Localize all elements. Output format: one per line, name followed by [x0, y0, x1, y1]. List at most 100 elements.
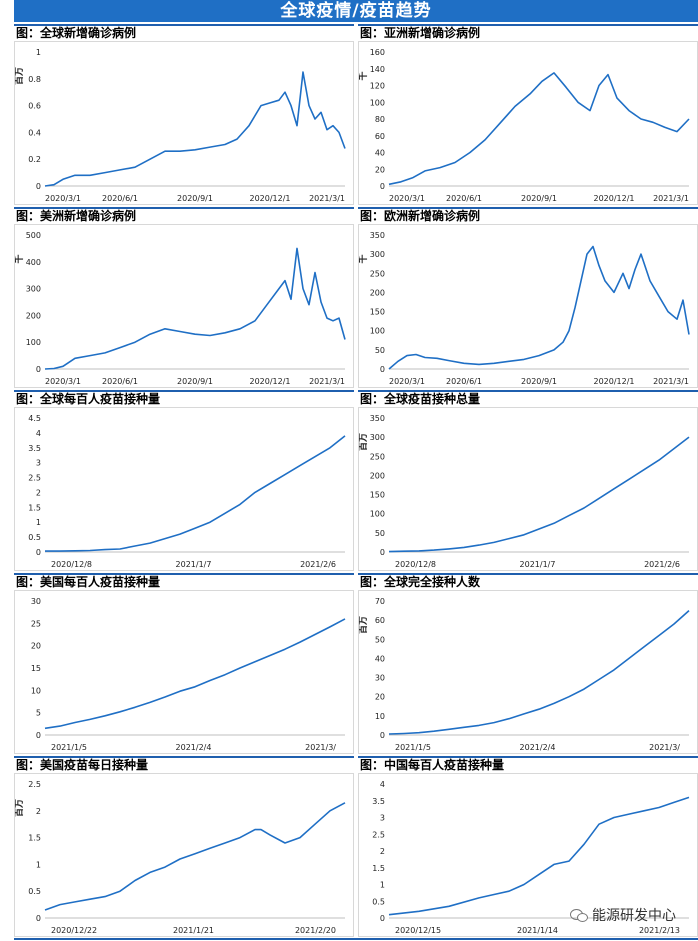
x-tick-label: 2020/12/15 — [395, 926, 441, 935]
y-tick-label: 4 — [380, 780, 385, 789]
y-tick-label: 300 — [26, 285, 41, 294]
y-tick-label: 0.5 — [372, 897, 385, 906]
y-tick-label: 250 — [370, 452, 385, 461]
y-tick-label: 80 — [375, 115, 385, 124]
y-tick-label: 0 — [36, 914, 41, 923]
y-tick-label: 0 — [380, 731, 385, 740]
x-tick-label: 2020/12/1 — [249, 377, 290, 386]
line-chart: 0 50 100 150 200 250 300 350 2020/3/1 2020/6/1 202… — [359, 231, 690, 386]
y-tick-label: 150 — [370, 308, 385, 317]
y-tick-label: 3.5 — [28, 444, 41, 453]
y-tick-label: 0 — [380, 914, 385, 923]
x-tick-label: 2021/3/1 — [309, 377, 345, 386]
watermark: 能源研发中心 — [570, 905, 676, 925]
chart-frame: 0 0.5 1 1.5 2 2.5 2020/12/22 2021/1/21 2021/2/20… — [14, 773, 354, 937]
chart-title: 图：中国每百人疫苗接种量 — [360, 758, 505, 772]
x-tick-label: 2021/1/5 — [395, 743, 431, 752]
x-tick-label: 2021/2/6 — [300, 560, 336, 569]
y-tick-label: 1 — [36, 48, 41, 57]
x-tick-label: 2020/3/1 — [45, 377, 81, 386]
chart-panel: 图：美国每百人疫苗接种量 0 5 10 15 20 25 30 2021/1/5 2021/2/4… — [14, 573, 354, 754]
y-tick-label: 3 — [380, 814, 385, 823]
chart-title: 图：全球每百人疫苗接种量 — [16, 392, 161, 406]
chart-title: 图：欧洲新增确诊病例 — [360, 209, 481, 223]
x-tick-label: 2020/9/1 — [521, 377, 557, 386]
y-tick-label: 200 — [370, 471, 385, 480]
y-tick-label: 4.5 — [28, 414, 41, 423]
chart-frame: 0 10 20 30 40 50 60 70 2021/1/5 2021/2/4 2021/3/百万 — [358, 590, 698, 754]
y-tick-label: 0.2 — [28, 155, 41, 164]
chart-panel: 图：全球新增确诊病例 0 0.2 0.4 0.6 0.8 1 2020/3/1 2020/6/1… — [14, 24, 354, 205]
y-tick-label: 0 — [36, 548, 41, 557]
y-tick-label: 2.5 — [28, 780, 41, 789]
page-banner-title: 全球疫情/疫苗趋势 — [14, 0, 698, 22]
y-tick-label: 0 — [380, 548, 385, 557]
y-tick-label: 4 — [36, 429, 41, 438]
series-line — [388, 245, 690, 370]
y-tick-label: 0.6 — [28, 102, 41, 111]
y-tick-label: 50 — [375, 346, 385, 355]
x-tick-label: 2021/3/ — [649, 743, 680, 752]
x-tick-label: 2020/12/1 — [249, 194, 290, 203]
y-tick-label: 300 — [370, 433, 385, 442]
line-chart: 0 0.5 1 1.5 2 2.5 3 3.5 4 2020/12/15 2021/1/14 2021… — [372, 780, 690, 935]
x-tick-label: 2021/2/6 — [644, 560, 680, 569]
y-tick-label: 3 — [36, 459, 41, 468]
x-tick-label: 2020/12/8 — [51, 560, 92, 569]
chart-frame: 0 100 200 300 400 500 2020/3/1 2020/6/1 2020/9/1… — [14, 224, 354, 388]
chart-title: 图：全球疫苗接种总量 — [360, 392, 481, 406]
y-tick-label: 0.8 — [28, 75, 41, 84]
x-tick-label: 2020/12/8 — [395, 560, 436, 569]
x-tick-label: 2021/3/1 — [309, 194, 345, 203]
y-tick-label: 1 — [36, 518, 41, 527]
y-tick-label: 25 — [31, 619, 41, 628]
x-tick-label: 2021/2/4 — [176, 743, 212, 752]
y-tick-label: 30 — [31, 597, 41, 606]
y-tick-label: 2 — [36, 807, 41, 816]
x-tick-label: 2021/1/14 — [517, 926, 558, 935]
series-line — [44, 802, 346, 911]
x-tick-label: 2021/2/4 — [520, 743, 556, 752]
chart-title: 图：美洲新增确诊病例 — [16, 209, 137, 223]
y-tick-label: 5 — [36, 709, 41, 718]
chart-title: 图：全球完全接种人数 — [360, 575, 481, 589]
chart-title: 图：美国每百人疫苗接种量 — [16, 575, 161, 589]
chart-title: 图：全球新增确诊病例 — [16, 26, 137, 40]
y-tick-label: 1.5 — [28, 834, 41, 843]
y-tick-label: 300 — [370, 250, 385, 259]
wechat-icon — [570, 908, 588, 922]
x-tick-label: 2021/3/1 — [653, 194, 689, 203]
line-chart: 0 0.5 1 1.5 2 2.5 2020/12/22 2021/1/21 2021/2/20… — [15, 780, 346, 935]
y-tick-label: 350 — [370, 231, 385, 240]
y-tick-label: 50 — [375, 529, 385, 538]
x-tick-label: 2021/2/20 — [295, 926, 336, 935]
y-tick-label: 30 — [375, 674, 385, 683]
y-axis-label: 百万 — [359, 433, 369, 451]
y-tick-label: 500 — [26, 231, 41, 240]
series-line — [388, 610, 690, 735]
chart-panel: 图：美国疫苗每日接种量 0 0.5 1 1.5 2 2.5 2020/12/22 2021/1/… — [14, 756, 354, 937]
x-tick-label: 2020/3/1 — [389, 377, 425, 386]
y-tick-label: 10 — [31, 686, 41, 695]
x-tick-label: 2020/12/1 — [593, 377, 634, 386]
chart-frame: 0 50 100 150 200 250 300 350 2020/3/1 2020/6/1 202… — [358, 224, 698, 388]
series-line — [44, 247, 346, 370]
watermark-text: 能源研发中心 — [592, 908, 676, 924]
y-tick-label: 1.5 — [372, 864, 385, 873]
y-tick-label: 1.5 — [28, 503, 41, 512]
x-tick-label: 2020/12/1 — [593, 194, 634, 203]
y-tick-label: 1 — [380, 881, 385, 890]
y-tick-label: 60 — [375, 132, 385, 141]
y-tick-label: 0.5 — [28, 533, 41, 542]
x-tick-label: 2021/1/7 — [176, 560, 212, 569]
chart-title: 图：亚洲新增确诊病例 — [360, 26, 481, 40]
chart-frame: 0 5 10 15 20 25 30 2021/1/5 2021/2/4 2021/3/ — [14, 590, 354, 754]
y-tick-label: 15 — [31, 664, 41, 673]
y-axis-label: 百万 — [15, 799, 25, 817]
chart-panel: 图：中国每百人疫苗接种量 0 0.5 1 1.5 2 2.5 3 3.5 4 2020/12/15 2… — [358, 756, 698, 937]
y-tick-label: 2 — [380, 847, 385, 856]
x-tick-label: 2020/3/1 — [45, 194, 81, 203]
series-line — [388, 796, 690, 916]
y-tick-label: 200 — [26, 311, 41, 320]
x-tick-label: 2021/1/21 — [173, 926, 214, 935]
